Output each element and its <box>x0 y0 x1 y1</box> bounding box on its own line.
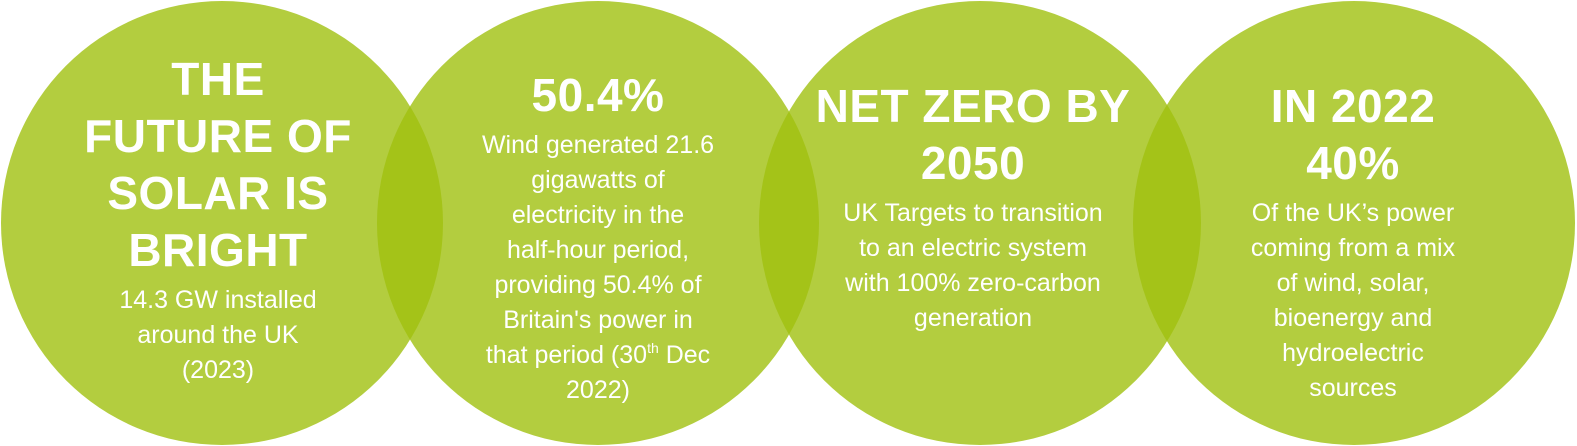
body-line: providing 50.4% of <box>494 271 702 299</box>
body-line: gigawatts of <box>531 166 665 194</box>
body-line: 14.3 GW installed <box>119 286 317 314</box>
circle-body: Wind generated 21.6 gigawatts of electri… <box>377 128 819 408</box>
title-line: IN 2022 <box>1270 80 1436 132</box>
stat-circle-solar: THE FUTURE OF SOLAR IS BRIGHT 14.3 GW in… <box>1 1 443 445</box>
circle-body: UK Targets to transition to an electric … <box>745 196 1201 336</box>
stat-circle-2022-mix: IN 2022 40% Of the UK’s power coming fro… <box>1133 1 1575 445</box>
title-line: 50.4% <box>531 69 665 121</box>
circle-body: 14.3 GW installed around the UK (2023) <box>0 283 443 388</box>
body-line: Wind generated 21.6 <box>481 131 715 159</box>
body-line: 2022) <box>566 376 630 404</box>
date-text: that period (30 <box>485 341 648 369</box>
body-line: with 100% zero-carbon <box>845 269 1101 297</box>
body-line: sources <box>1309 374 1397 402</box>
title-line: FUTURE OF <box>84 110 352 162</box>
ordinal-suffix: th <box>647 340 659 356</box>
body-line: half-hour period, <box>506 236 690 264</box>
circle-title: 50.4% <box>377 67 819 124</box>
stat-circle-wind: 50.4% Wind generated 21.6 gigawatts of e… <box>377 1 819 445</box>
circle-title: NET ZERO BY 2050 <box>745 78 1201 192</box>
body-line: generation <box>913 304 1033 332</box>
title-line: NET ZERO BY <box>815 80 1131 132</box>
body-line: bioenergy and <box>1273 304 1433 332</box>
body-line: around the UK <box>137 321 299 349</box>
circle-title: THE FUTURE OF SOLAR IS BRIGHT <box>0 51 443 279</box>
body-line: of wind, solar, <box>1276 269 1430 297</box>
title-line: 40% <box>1306 137 1400 189</box>
body-line: coming from a mix <box>1250 234 1456 262</box>
body-line-date: that period (30th Dec <box>377 338 819 373</box>
body-line: Britain's power in <box>503 306 693 334</box>
circle-title: IN 2022 40% <box>1131 78 1575 192</box>
body-line: Of the UK’s power <box>1251 199 1455 227</box>
body-line: to an electric system <box>859 234 1087 262</box>
title-line: THE <box>171 53 265 105</box>
body-line: (2023) <box>181 356 255 384</box>
circle-body: Of the UK’s power coming from a mix of w… <box>1131 196 1575 406</box>
title-line: SOLAR IS <box>107 167 329 219</box>
date-month: Dec <box>658 341 711 369</box>
title-line: 2050 <box>920 137 1026 189</box>
title-line: BRIGHT <box>128 224 308 276</box>
body-line: hydroelectric <box>1282 339 1424 367</box>
body-line: UK Targets to transition <box>843 199 1103 227</box>
stat-circle-net-zero: NET ZERO BY 2050 UK Targets to transitio… <box>759 1 1201 445</box>
body-line: electricity in the <box>511 201 685 229</box>
